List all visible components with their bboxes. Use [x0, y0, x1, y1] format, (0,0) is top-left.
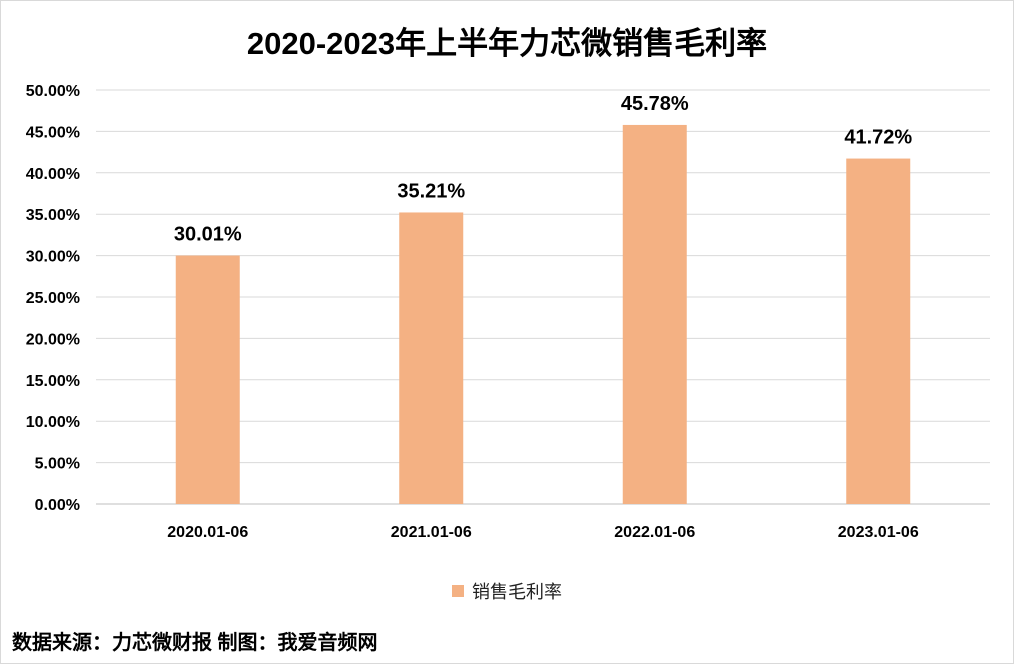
- legend: 销售毛利率: [0, 578, 1014, 604]
- y-tick-label: 5.00%: [35, 456, 80, 473]
- bar: [846, 158, 911, 504]
- legend-label: 销售毛利率: [472, 582, 562, 602]
- x-tick-label: 2021.01-06: [391, 524, 472, 541]
- y-tick-label: 45.00%: [26, 124, 80, 141]
- data-label: 45.78%: [621, 93, 689, 115]
- data-label: 30.01%: [174, 224, 242, 246]
- y-tick-label: 0.00%: [35, 497, 80, 514]
- data-label: 41.72%: [844, 127, 912, 149]
- y-tick-label: 25.00%: [26, 290, 80, 307]
- y-tick-label: 35.00%: [26, 207, 80, 224]
- data-labels: 30.01% 35.21% 45.78% 41.72%: [174, 93, 913, 246]
- y-tick-label: 40.00%: [26, 166, 80, 183]
- data-label: 35.21%: [397, 180, 465, 202]
- y-tick-label: 10.00%: [26, 414, 80, 431]
- y-axis-ticks: 0.00% 5.00% 10.00% 15.00% 20.00% 25.00% 30.00%…: [26, 83, 80, 514]
- x-tick-label: 2020.01-06: [167, 524, 248, 541]
- y-tick-label: 20.00%: [26, 331, 80, 348]
- y-tick-label: 30.00%: [26, 249, 80, 266]
- x-axis-ticks: 2020.01-06 2021.01-06 2022.01-06 2023.01-06: [167, 524, 919, 541]
- source-note: 数据来源：力芯微财报 制图：我爱音频网: [12, 632, 378, 654]
- chart-title: 2020-2023年上半年力芯微销售毛利率: [246, 26, 768, 61]
- bar: [622, 124, 687, 505]
- bar: [175, 255, 240, 504]
- bar: [399, 212, 464, 505]
- x-tick-label: 2022.01-06: [614, 524, 695, 541]
- y-tick-label: 15.00%: [26, 373, 80, 390]
- bars: [175, 124, 911, 505]
- x-tick-label: 2023.01-06: [838, 524, 919, 541]
- y-tick-label: 50.00%: [26, 83, 80, 100]
- legend-swatch: [452, 585, 464, 597]
- gridlines: [96, 89, 990, 505]
